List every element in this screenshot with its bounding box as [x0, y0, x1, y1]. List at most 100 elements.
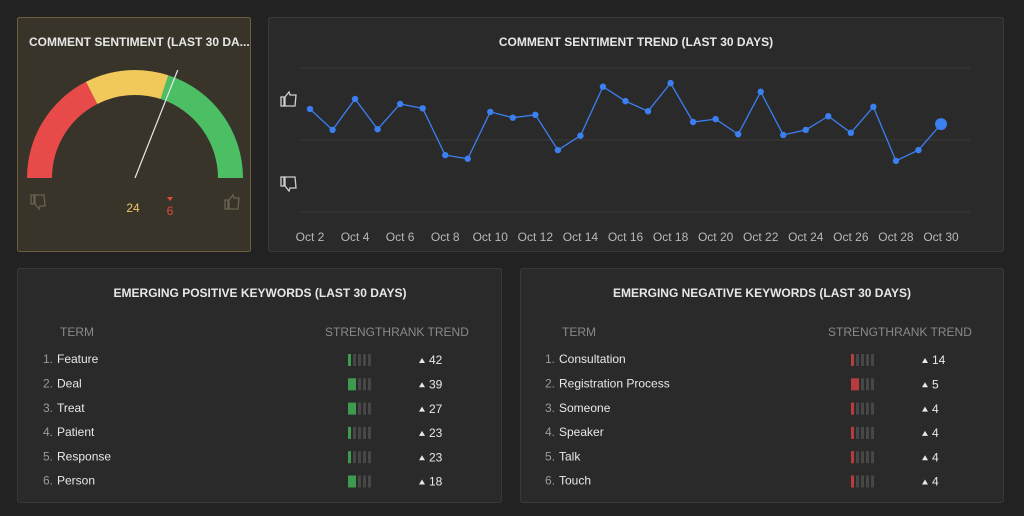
rank-arrow [419, 382, 425, 388]
strength-bar [851, 402, 854, 415]
strength-bar [348, 402, 356, 415]
x-tick-label: Oct 14 [563, 230, 599, 244]
rank-trend: 27 [429, 402, 443, 416]
gauge-value: 24 [126, 201, 140, 215]
row-number: 4. [545, 425, 555, 439]
strength-slot [353, 451, 356, 464]
row-number: 2. [545, 376, 555, 390]
row-number: 4. [43, 425, 53, 439]
strength-slot [866, 354, 869, 366]
strength-slot [358, 402, 361, 415]
strength-bar [851, 426, 854, 439]
row-number: 6. [43, 474, 53, 488]
header-rank-trend: RANK TREND [894, 325, 972, 339]
trend-point [554, 146, 562, 154]
gauge-title: COMMENT SENTIMENT (LAST 30 DA... [29, 35, 250, 49]
trend-point [464, 155, 471, 162]
strength-slot [856, 475, 859, 488]
row-term: Patient [57, 425, 95, 439]
trend-point [802, 126, 809, 134]
row-term: Treat [57, 401, 85, 415]
row-term: Someone [559, 401, 611, 415]
trend-point [780, 131, 787, 139]
strength-slot [358, 354, 361, 366]
strength-bar [348, 426, 351, 439]
row-term: Consultation [559, 352, 626, 366]
strength-slot [358, 378, 361, 391]
strength-slot [866, 378, 869, 391]
trend-panel [268, 17, 1004, 252]
rank-arrow [922, 430, 928, 436]
x-tick-label: Oct 6 [386, 230, 415, 244]
x-tick-label: Oct 16 [608, 230, 644, 244]
x-tick-label: Oct 26 [833, 230, 869, 244]
trend-point [712, 115, 719, 123]
trend-point [306, 105, 314, 113]
strength-slot [861, 475, 864, 488]
strength-slot [866, 426, 869, 439]
x-tick-label: Oct 10 [473, 230, 509, 244]
strength-slot [368, 354, 371, 366]
strength-slot [856, 354, 859, 366]
row-term: Deal [57, 376, 82, 390]
rank-trend: 4 [932, 475, 939, 489]
strength-slot [871, 402, 874, 415]
row-number: 5. [545, 449, 555, 463]
strength-slot [368, 451, 371, 464]
strength-bar [348, 378, 356, 391]
trend-point [487, 108, 494, 116]
header-strength: STRENGTH [325, 325, 391, 339]
negative-panel [520, 268, 1004, 503]
rank-trend: 14 [932, 353, 946, 367]
strength-slot [856, 426, 859, 439]
trend-point [351, 95, 359, 103]
trend-point [532, 111, 539, 119]
strength-slot [866, 475, 869, 488]
strength-slot [363, 402, 366, 415]
trend-point [757, 88, 764, 95]
x-tick-label: Oct 4 [341, 230, 370, 244]
strength-slot [861, 402, 864, 415]
strength-slot [368, 402, 371, 415]
strength-slot [871, 426, 874, 439]
trend-point [870, 103, 877, 111]
rank-arrow [419, 358, 425, 363]
positive-title: EMERGING POSITIVE KEYWORDS (LAST 30 DAYS… [114, 286, 407, 300]
rank-trend: 23 [429, 450, 443, 464]
strength-bar [348, 475, 356, 488]
strength-slot [353, 426, 356, 439]
strength-slot [861, 378, 864, 391]
row-number: 6. [545, 474, 555, 488]
rank-arrow [922, 382, 928, 388]
strength-slot [861, 426, 864, 439]
row-term: Speaker [559, 425, 604, 439]
negative-title: EMERGING NEGATIVE KEYWORDS (LAST 30 DAYS… [613, 286, 911, 300]
trend-point [892, 157, 900, 165]
strength-slot [353, 354, 356, 366]
strength-slot [363, 475, 366, 488]
rank-trend: 23 [429, 426, 443, 440]
strength-bar [851, 475, 854, 488]
trend-point [847, 129, 855, 136]
strength-slot [856, 451, 859, 464]
strength-slot [358, 426, 361, 439]
trend-point [419, 105, 426, 112]
trend-point [734, 131, 742, 138]
trend-point [689, 118, 697, 126]
rank-trend: 39 [429, 377, 443, 391]
gauge-thumb-up-icon [224, 193, 240, 210]
gauge-needle [134, 69, 179, 179]
rank-trend: 5 [932, 377, 939, 391]
trend-point [396, 100, 404, 108]
gauge-thumb-down-icon [30, 194, 46, 211]
row-number: 3. [43, 401, 53, 415]
positive-panel [17, 268, 502, 503]
header-term: TERM [562, 325, 596, 339]
gauge-change: 6 [167, 204, 174, 218]
x-tick-label: Oct 28 [878, 230, 914, 244]
x-tick-label: Oct 22 [743, 230, 779, 244]
x-tick-label: Oct 20 [698, 230, 734, 244]
rank-arrow [419, 406, 425, 412]
x-tick-label: Oct 8 [431, 230, 460, 244]
strength-slot [363, 426, 366, 439]
